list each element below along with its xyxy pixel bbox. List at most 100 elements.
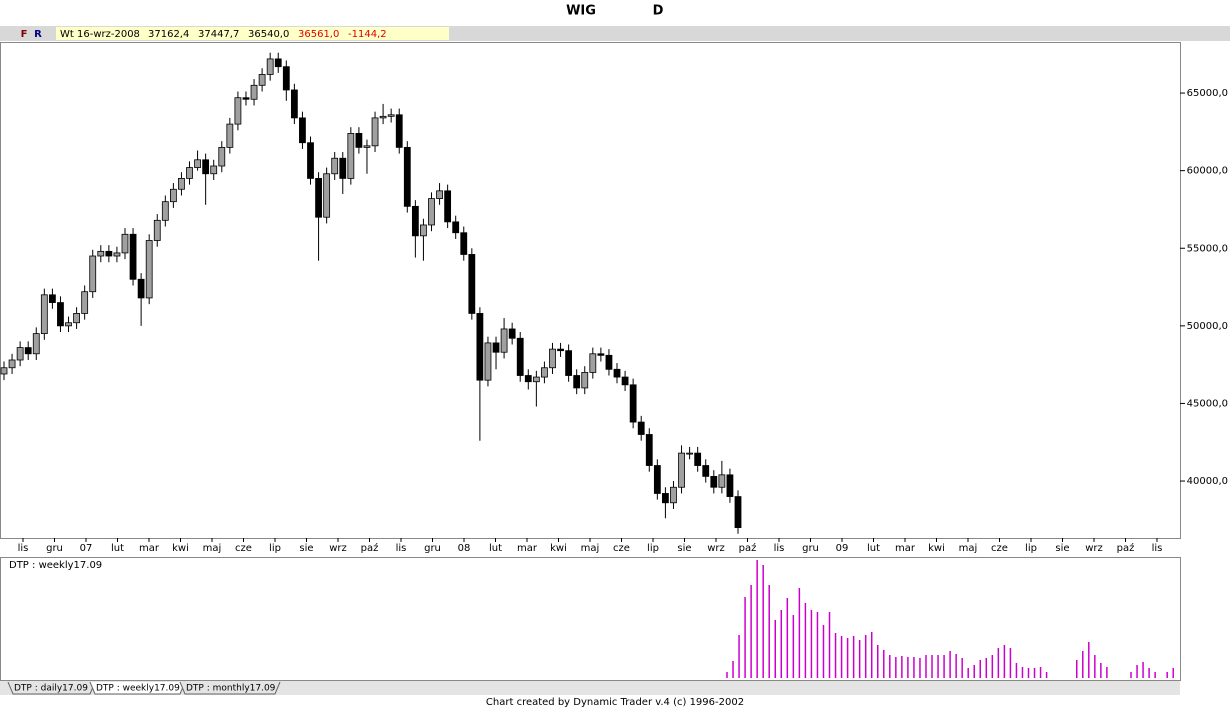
candle-body xyxy=(468,254,476,314)
candle-body xyxy=(32,333,40,355)
candle-body xyxy=(307,142,314,179)
x-tick-label: sie xyxy=(677,543,691,554)
menu-r[interactable]: R xyxy=(34,29,42,40)
candle-body xyxy=(339,157,347,179)
candle-body xyxy=(258,74,266,86)
candle-body xyxy=(379,115,387,119)
y-tick-label: 65000,0 xyxy=(1187,88,1228,99)
x-tick-label: lut xyxy=(867,543,880,554)
x-tick-label: lip xyxy=(1025,543,1037,554)
candle-body xyxy=(48,294,56,303)
y-tick-label: 55000,0 xyxy=(1187,243,1228,254)
candle-body xyxy=(484,342,492,381)
candle-body xyxy=(662,493,669,504)
candle-body xyxy=(686,452,694,455)
candle-body xyxy=(500,328,508,353)
x-tick-label: maj xyxy=(581,543,600,554)
candle-body xyxy=(186,167,193,179)
candle-body xyxy=(702,465,710,477)
x-tick-label: lis xyxy=(774,543,785,554)
candle-body xyxy=(508,328,516,339)
menu-f[interactable]: F xyxy=(21,29,28,40)
x-tick-label: kwi xyxy=(172,543,189,554)
candle-body xyxy=(589,353,597,373)
x-tick-label: gru xyxy=(424,543,441,554)
candle-body xyxy=(452,221,460,234)
candle-body xyxy=(282,66,290,91)
candle-body xyxy=(57,302,64,327)
candle-body xyxy=(581,372,589,389)
tab[interactable] xyxy=(179,681,281,695)
info-box xyxy=(56,27,449,40)
x-tick-label: cze xyxy=(235,543,252,554)
candle-body xyxy=(629,384,637,423)
candle-body xyxy=(710,475,718,488)
candle-body xyxy=(210,165,218,175)
candle-body xyxy=(637,421,645,435)
candle-body xyxy=(524,375,532,383)
tab-label[interactable]: DTP : weekly17.09 xyxy=(96,684,180,694)
candle-body xyxy=(532,376,540,383)
candle-body xyxy=(411,205,419,237)
x-tick-label: paź xyxy=(361,542,379,554)
x-tick-label: wrz xyxy=(1085,543,1103,554)
candle-body xyxy=(363,145,371,148)
info-close: 36561,0 xyxy=(298,29,339,40)
candle-body xyxy=(40,294,48,335)
candle-body xyxy=(371,117,379,147)
candle-body xyxy=(323,173,331,218)
x-tick-label: sie xyxy=(1055,543,1069,554)
x-tick-label: mar xyxy=(517,543,538,554)
indicator-name: DTP : weekly17.09 xyxy=(9,560,102,571)
info-change: -1144,2 xyxy=(348,29,387,40)
candle-body xyxy=(105,250,113,257)
candle-body xyxy=(573,375,581,389)
candle-body xyxy=(645,434,653,466)
candle-body xyxy=(218,146,226,167)
candle-body xyxy=(250,84,258,100)
candle-body xyxy=(597,353,605,356)
candle-body xyxy=(541,367,548,378)
candle-body xyxy=(129,233,137,280)
x-tick-label: lis xyxy=(18,543,29,554)
x-tick-label: paź xyxy=(1117,542,1135,554)
x-tick-label: lis xyxy=(1152,543,1163,554)
candle-body xyxy=(89,255,97,293)
candle-body xyxy=(315,178,322,218)
candle-body xyxy=(653,465,661,494)
candle-body xyxy=(194,159,201,168)
candle-body xyxy=(274,58,282,68)
candle-body xyxy=(678,452,685,488)
candle-body xyxy=(73,313,80,324)
candle-body xyxy=(299,117,306,144)
candle-body xyxy=(81,291,89,314)
candle-body xyxy=(395,114,403,148)
footer: Chart created by Dynamic Trader v.4 (c) … xyxy=(486,697,744,708)
candle-body xyxy=(694,452,702,466)
candle-body xyxy=(169,188,177,203)
candle-body xyxy=(113,252,121,257)
candle-body xyxy=(726,474,734,497)
x-tick-label: kwi xyxy=(928,543,945,554)
x-tick-label: gru xyxy=(802,543,819,554)
candle-body xyxy=(234,97,242,125)
candle-body xyxy=(549,348,556,369)
info-open: 37162,4 xyxy=(148,29,189,40)
info-date: Wt 16-wrz-2008 xyxy=(60,29,140,40)
x-tick-label: maj xyxy=(203,543,222,554)
candle-body xyxy=(355,133,363,148)
tab-label[interactable]: DTP : daily17.09 xyxy=(14,684,88,694)
candle-body xyxy=(178,178,185,190)
tab-label[interactable]: DTP : monthly17.09 xyxy=(186,684,276,694)
candle-body xyxy=(16,347,24,361)
candle-body xyxy=(137,278,145,299)
candle-body xyxy=(121,233,129,254)
candle-body xyxy=(0,367,8,375)
candle-body xyxy=(242,97,250,100)
candle-body xyxy=(387,114,395,117)
candle-body xyxy=(266,58,274,75)
candle-body xyxy=(557,348,564,352)
x-tick-label: wrz xyxy=(707,543,725,554)
info-high: 37447,7 xyxy=(198,29,239,40)
